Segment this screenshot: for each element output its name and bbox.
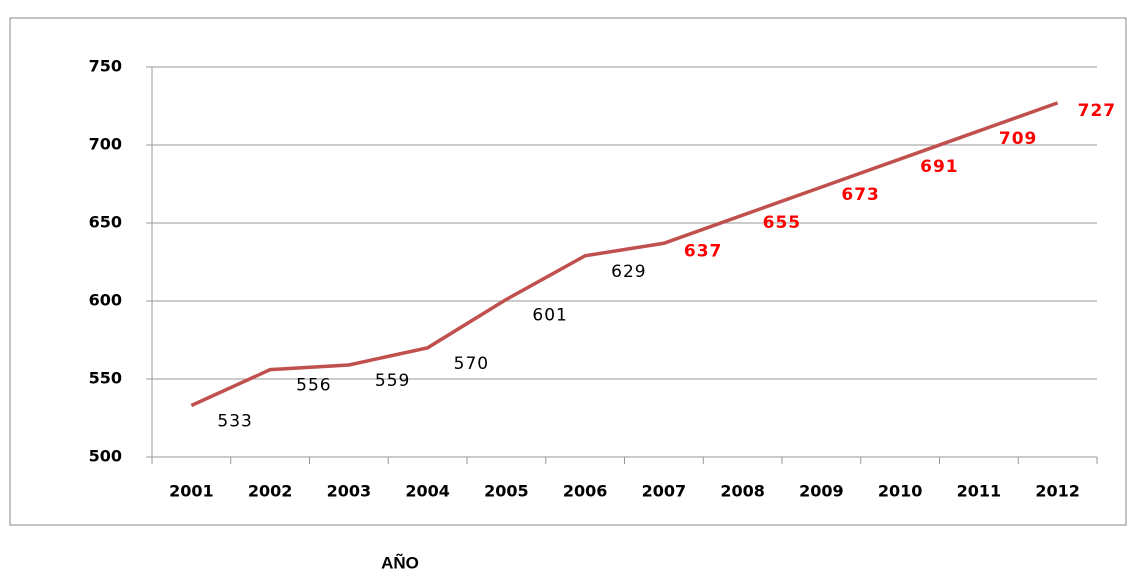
data-label: 570 xyxy=(454,354,489,374)
x-tick-label: 2002 xyxy=(248,482,293,501)
x-tick-label: 2001 xyxy=(169,482,214,501)
data-label: 533 xyxy=(217,412,252,432)
y-tick-label: 550 xyxy=(89,369,122,388)
data-label: 559 xyxy=(375,371,410,391)
x-tick-label: 2010 xyxy=(878,482,923,501)
data-label: 709 xyxy=(999,129,1038,149)
data-label: 727 xyxy=(1078,101,1117,121)
data-line xyxy=(190,101,1059,408)
x-tick-label: 2003 xyxy=(327,482,372,501)
y-tick-label: 500 xyxy=(89,447,122,466)
y-tick-label: 700 xyxy=(89,135,122,154)
data-label: 673 xyxy=(841,185,880,205)
x-axis-label: AÑO xyxy=(381,552,419,572)
chart-border xyxy=(9,17,1127,526)
x-tick-label: 2007 xyxy=(642,482,687,501)
data-label: 637 xyxy=(684,241,723,261)
x-tick-label: 2004 xyxy=(405,482,450,501)
y-tick-label: 650 xyxy=(89,213,122,232)
x-tick-label: 2006 xyxy=(563,482,608,501)
x-tick-label: 2005 xyxy=(484,482,529,501)
x-tick-label: 2012 xyxy=(1035,482,1080,501)
x-tick-label: 2009 xyxy=(799,482,844,501)
data-label: 556 xyxy=(296,376,331,396)
y-tick-label: 750 xyxy=(89,57,122,76)
data-label: 655 xyxy=(763,213,802,233)
y-tick-label: 600 xyxy=(89,291,122,310)
data-label: 601 xyxy=(532,305,567,325)
data-label: 629 xyxy=(611,262,646,282)
x-tick-label: 2008 xyxy=(720,482,765,501)
x-tick-label: 2011 xyxy=(957,482,1002,501)
data-label: 691 xyxy=(920,157,959,177)
